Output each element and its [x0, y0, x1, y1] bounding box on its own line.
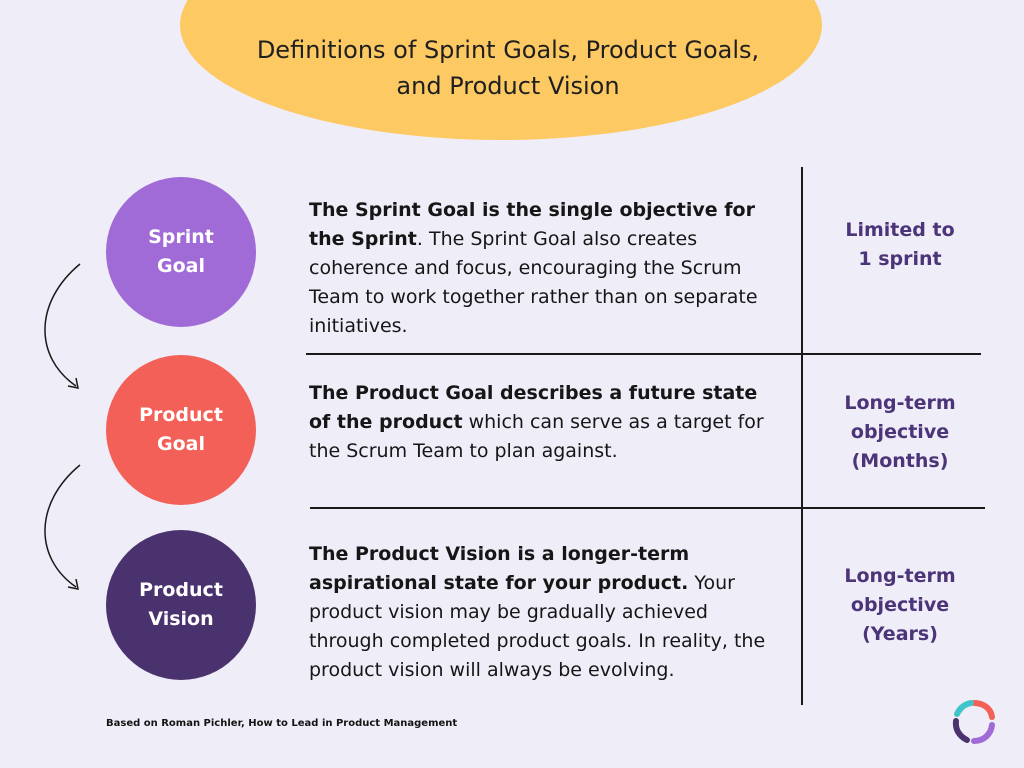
product-goal-description-bold: The Product Goal describes a future stat… — [309, 382, 758, 433]
sprint-goal-description-regular: . The Sprint Goal also creates coherence… — [309, 228, 758, 337]
product-goal-description-regular: which can serve as a target for the Scru… — [309, 411, 764, 462]
product-vision-duration: Long-term objective (Years) — [844, 565, 956, 645]
product-goal-circle: Product Goal — [106, 355, 256, 505]
source-footnote: Based on Roman Pichler, How to Lead in P… — [106, 718, 458, 729]
sprint-goal-circle: Sprint Goal — [106, 177, 256, 327]
sprint-goal-duration: Limited to 1 sprint — [845, 219, 955, 270]
column-divider — [801, 167, 803, 705]
product-goal-description: The Product Goal describes a future stat… — [309, 379, 779, 466]
curved-down-arrow-icon — [44, 464, 81, 590]
page-title: Definitions of Sprint Goals, Product Goa… — [256, 36, 760, 100]
sprint-goal-description: The Sprint Goal is the single objective … — [309, 196, 779, 341]
product-vision-description: The Product Vision is a longer-term aspi… — [309, 540, 779, 685]
curved-down-arrow-icon — [44, 263, 81, 389]
row-divider — [306, 353, 981, 355]
product-goal-duration: Long-term objective (Months) — [844, 392, 956, 472]
sprint-goal-description-bold: The Sprint Goal is the single objective … — [309, 199, 755, 250]
brand-logo-icon — [952, 700, 995, 744]
product-vision-description-bold: The Product Vision is a longer-term aspi… — [309, 543, 690, 594]
row-divider — [310, 507, 985, 509]
product-vision-circle: Product Vision — [106, 530, 256, 680]
product-vision-description-regular: Your product vision may be gradually ach… — [309, 572, 766, 681]
